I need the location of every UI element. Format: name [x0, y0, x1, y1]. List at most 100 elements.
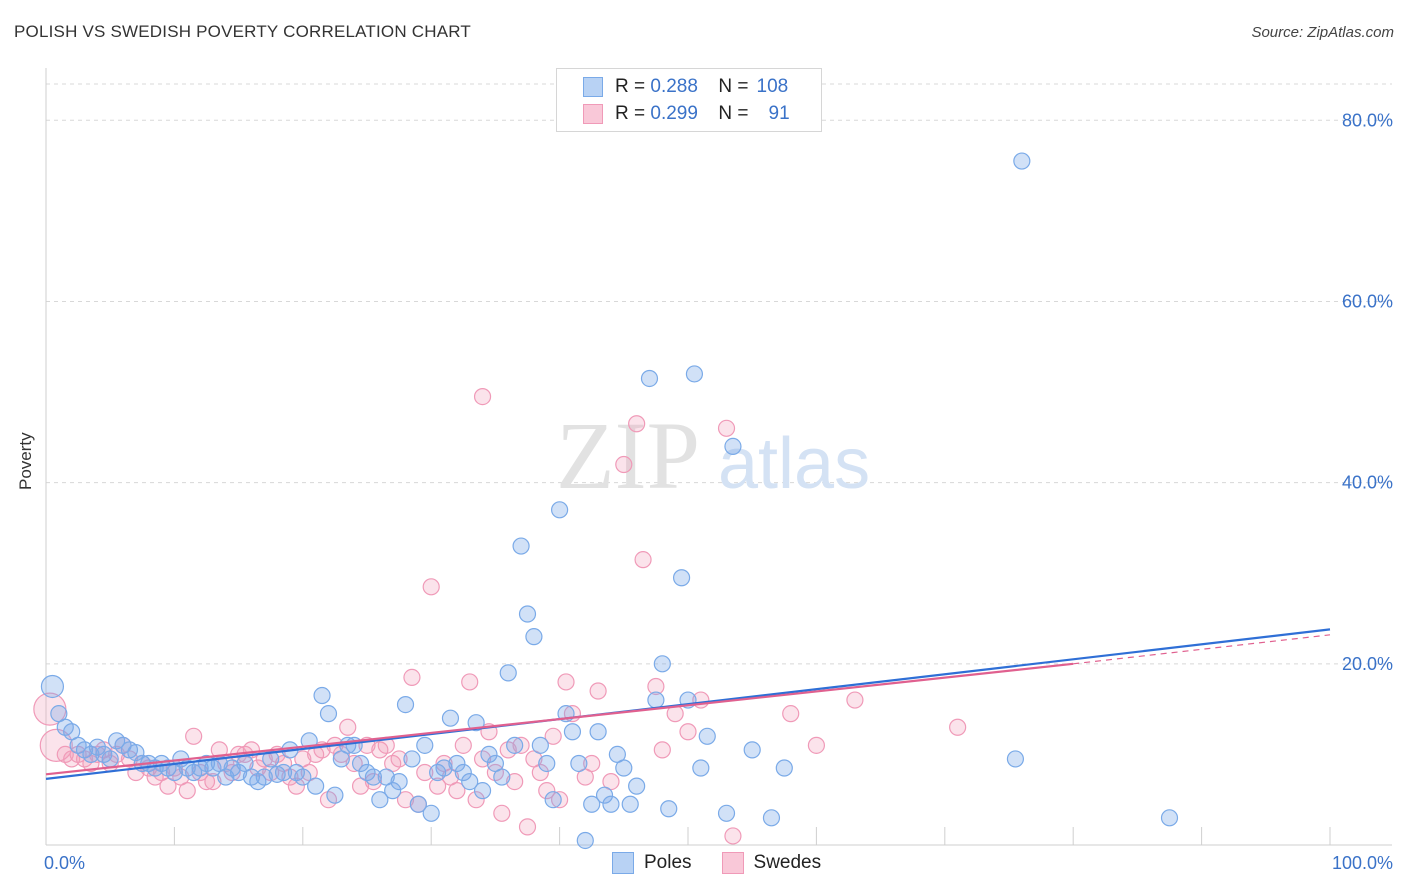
swedes-point: [339, 718, 357, 736]
swedes-point: [204, 772, 222, 791]
poles-point: [762, 809, 781, 827]
y-axis-label: Poverty: [16, 432, 35, 490]
swedes-point: [185, 727, 203, 745]
swedes-point: [518, 818, 537, 836]
swedes-swatch: [721, 852, 744, 874]
swedes-point: [512, 736, 530, 754]
tick-labels: 20.0% 40.0% 60.0% 80.0% 0.0% 100.0%: [44, 110, 1393, 873]
swedes-point: [390, 750, 408, 768]
poles-swatch: [583, 77, 603, 97]
poles-point: [595, 786, 614, 804]
poles-point: [255, 768, 273, 786]
poles-point: [40, 674, 65, 699]
poles-point: [1160, 809, 1179, 827]
poles-point: [230, 763, 248, 782]
poles-point: [493, 768, 511, 786]
poles-point: [274, 763, 293, 782]
poles-point: [461, 772, 479, 791]
legend-n-value: 91: [768, 103, 790, 124]
poles-point: [563, 723, 582, 741]
poles-point: [512, 537, 530, 555]
poles-point: [217, 768, 235, 786]
swedes-point: [396, 791, 415, 809]
x-tick-label: 100.0%: [1332, 853, 1393, 873]
y-tick-label: 60.0%: [1342, 291, 1393, 311]
swedes-point: [531, 763, 549, 782]
swedes-point: [615, 455, 633, 474]
legend-row-poles: R = 0.288 N = 108: [583, 75, 788, 99]
poles-point: [473, 782, 492, 800]
legend-n-label: N =: [718, 103, 749, 124]
poles-point: [435, 759, 453, 777]
poles-point: [743, 741, 761, 759]
swedes-point: [557, 673, 575, 691]
legend-box: R = 0.288 N = 108 R = 0.299 N = 91: [556, 68, 822, 132]
source-label: Source: ZipAtlas.com: [1251, 24, 1394, 41]
poles-point: [390, 772, 408, 791]
poles-point: [672, 569, 691, 587]
poles-point: [384, 782, 402, 800]
swedes-point: [461, 673, 479, 691]
poles-point: [518, 605, 537, 623]
poles-point: [583, 795, 601, 813]
y-tick-label: 80.0%: [1342, 110, 1393, 130]
legend-n-value: 108: [756, 76, 789, 97]
poles-point: [621, 795, 639, 813]
watermark-atlas: atlas: [718, 424, 870, 504]
swedes-points: [33, 387, 967, 845]
poles-point: [692, 759, 710, 777]
poles-point: [441, 709, 460, 727]
poles-point: [101, 750, 119, 768]
watermark: ZIP atlas: [556, 402, 870, 509]
poles-point: [647, 691, 665, 709]
swedes-point: [287, 777, 305, 795]
swedes-point: [647, 677, 665, 696]
swedes-point: [807, 736, 826, 754]
swedes-point: [473, 387, 492, 406]
poles-point: [480, 745, 498, 764]
poles-point: [1013, 152, 1031, 170]
poles-point: [589, 723, 607, 741]
legend-r-value: 0.299: [650, 103, 698, 124]
poles-point: [576, 831, 594, 850]
poles-trend-line: [45, 628, 1331, 780]
poles-point: [640, 369, 659, 388]
swedes-point: [467, 791, 485, 809]
swedes-point: [191, 763, 209, 782]
poles-point: [615, 759, 633, 777]
swedes-point: [422, 578, 440, 596]
poles-point: [775, 759, 793, 777]
poles-point: [422, 804, 440, 822]
bottom-legend: Poles Swedes: [612, 852, 851, 874]
legend-row-swedes: R = 0.299 N = 91: [583, 102, 790, 126]
swedes-point: [506, 772, 524, 791]
poles-point: [724, 437, 742, 456]
poles-point: [307, 777, 325, 795]
poles-point: [685, 365, 704, 383]
poles-point: [717, 804, 736, 822]
y-tick-label: 40.0%: [1342, 473, 1393, 493]
poles-point: [294, 768, 312, 786]
swedes-point: [550, 791, 569, 809]
swedes-point: [403, 668, 421, 687]
swedes-point: [249, 759, 267, 777]
legend-n-label: N =: [718, 76, 749, 97]
swedes-point: [589, 682, 607, 700]
poles-point: [326, 786, 344, 804]
swedes-point: [634, 551, 652, 569]
poles-point: [653, 655, 671, 673]
poles-point: [127, 743, 145, 762]
bottom-legend-swedes[interactable]: Swedes: [721, 852, 821, 874]
poles-point: [364, 768, 383, 786]
swedes-trend-extension: [1073, 634, 1331, 665]
swedes-point: [416, 763, 434, 782]
trend-lines: [45, 628, 1331, 780]
poles-point: [319, 705, 338, 723]
swedes-point: [724, 827, 742, 845]
bottom-legend-poles[interactable]: Poles: [612, 852, 692, 874]
swedes-point: [653, 741, 671, 759]
legend-r-label: R =: [615, 76, 646, 97]
legend-r-value: 0.288: [650, 76, 698, 97]
swedes-point: [493, 804, 511, 822]
